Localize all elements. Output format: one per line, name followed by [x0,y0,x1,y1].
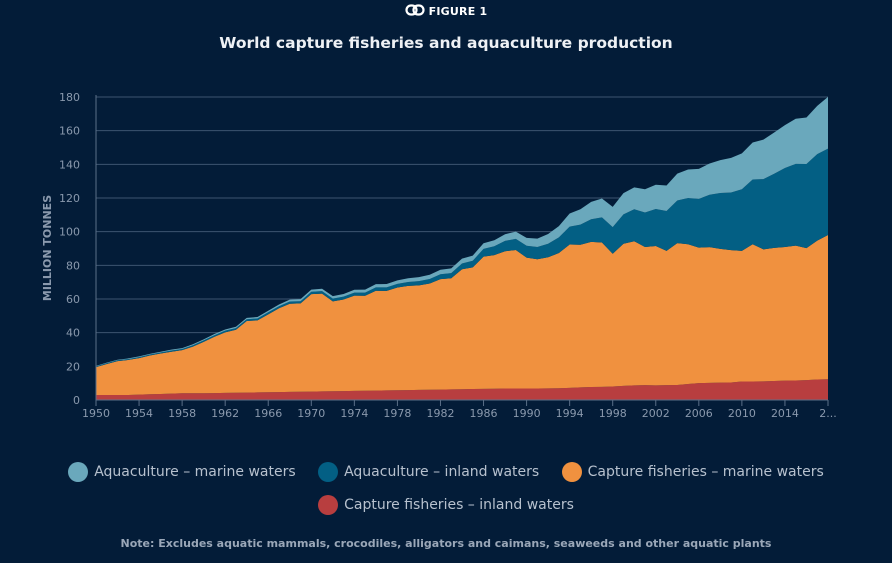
y-tick-label: 140 [59,158,80,171]
chart-title: World capture fisheries and aquaculture … [219,34,673,52]
x-tick-label: 1990 [513,407,541,420]
legend-swatch [68,462,89,482]
legend-label: Aquaculture – marine waters [94,464,296,480]
x-tick-label: 2002 [642,407,670,420]
y-tick-label: 100 [59,226,80,239]
legend-item-aquaculture-marine[interactable]: Aquaculture – marine waters [68,462,296,482]
area-series-0 [96,379,828,400]
legend-row-2: Capture fisheries – inland waters [0,495,892,519]
legend-label: Aquaculture – inland waters [344,464,540,480]
y-axis-label: MILLION TONNES [41,195,54,301]
y-tick-label: 40 [66,327,80,340]
figure-number: FIGURE 1 [428,5,488,18]
x-tick-label: 1950 [82,407,110,420]
legend-item-aquaculture-inland[interactable]: Aquaculture – inland waters [318,462,539,482]
legend-swatch [318,495,339,515]
legend-label: Capture fisheries – marine waters [587,464,824,480]
x-tick-label: 2014 [771,407,799,420]
x-tick-label: 2006 [685,407,713,420]
chart-note: Note: Excludes aquatic mammals, crocodil… [120,537,772,550]
legend-label: Capture fisheries – inland waters [344,497,574,513]
x-tick-label: 1998 [599,407,627,420]
y-tick-label: 60 [66,293,80,306]
x-tick-label: 1970 [297,407,325,420]
x-tick-label: 1954 [125,407,153,420]
legend-row-1: Aquaculture – marine waters Aquaculture … [0,462,892,486]
axes: 0 20 40 60 80 100 120 140 160 180 1950 1954 1958 1962… [59,91,837,420]
legend-item-capture-marine[interactable]: Capture fisheries – marine waters [561,462,824,482]
figure-label: FIGURE 1 [0,4,892,19]
x-tick-label: 1982 [426,407,454,420]
x-tick-label: 1958 [168,407,196,420]
x-tick-label: 1978 [383,407,411,420]
x-tick-label: 2010 [728,407,756,420]
y-tick-label: 0 [73,394,80,407]
y-tick-label: 120 [59,192,80,205]
x-tick-label: 1966 [254,407,282,420]
chart: 0 20 40 60 80 100 120 140 160 180 1950 1954 1958 1962… [41,91,837,420]
x-tick-label: 1994 [556,407,584,420]
legend-swatch [561,462,582,482]
y-tick-label: 80 [66,259,80,272]
y-tick-label: 20 [66,360,80,373]
stacked-areas [96,96,828,400]
legend-item-capture-inland[interactable]: Capture fisheries – inland waters [318,495,574,515]
x-tick-label: 2... [819,407,837,420]
x-tick-label: 1974 [340,407,368,420]
x-tick-label: 1962 [211,407,239,420]
x-tick-label: 1986 [470,407,498,420]
link-icon[interactable] [405,4,425,19]
y-tick-label: 180 [59,91,80,104]
legend-swatch [318,462,339,482]
y-tick-label: 160 [59,125,80,138]
area-series-1 [96,235,828,395]
